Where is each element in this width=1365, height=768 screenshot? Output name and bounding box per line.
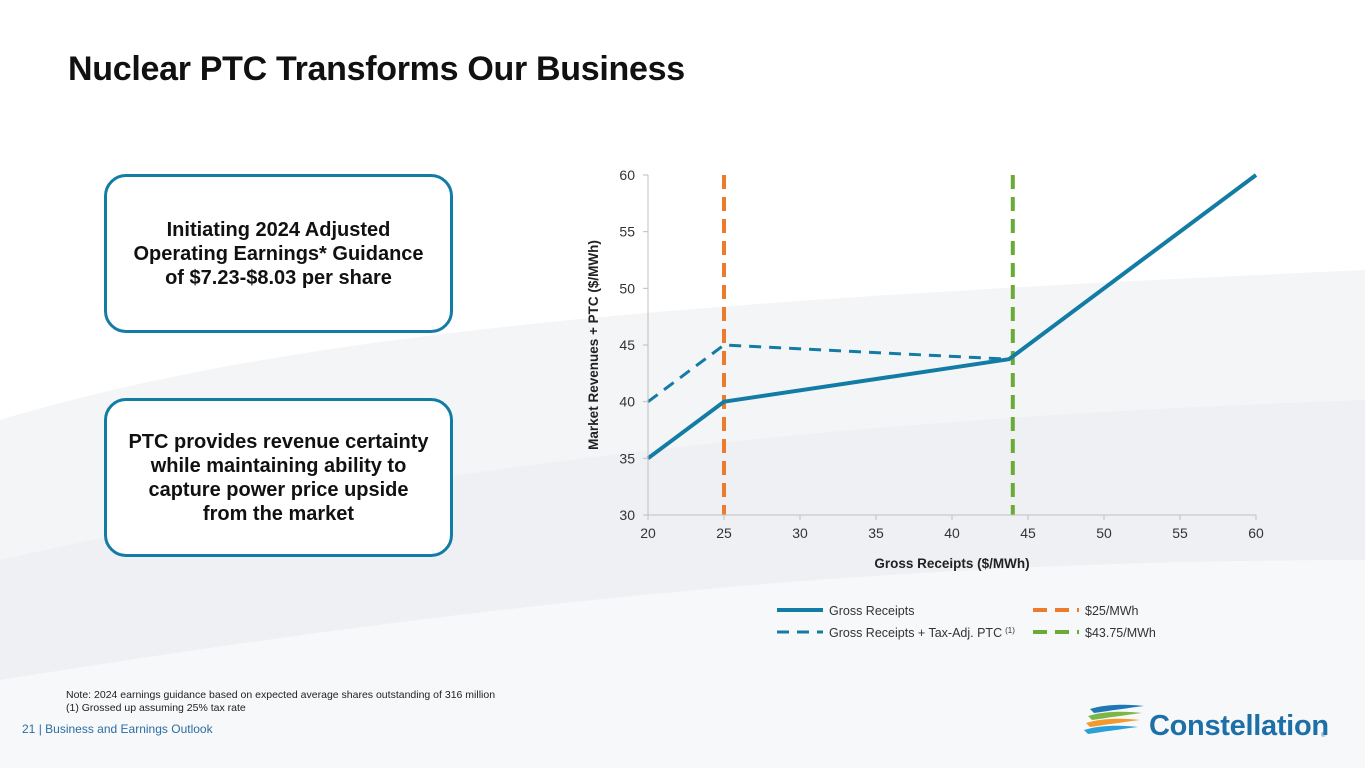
y-tick-label: 60 <box>619 167 635 183</box>
footnote-note: Note: 2024 earnings guidance based on ex… <box>66 689 496 701</box>
guidance-callout-text: Initiating 2024 Adjusted Operating Earni… <box>133 218 424 289</box>
x-tick-label: 40 <box>944 525 960 541</box>
x-tick-label: 60 <box>1248 525 1264 541</box>
ptc-chart: 30 35 40 45 50 55 60 20 25 30 35 40 45 50 55 60 Gross Re… <box>586 167 1264 640</box>
y-tick-label: 55 <box>619 224 635 240</box>
legend-43-75-mwh-label: $43.75/MWh <box>1085 626 1156 640</box>
footnotes: Note: 2024 earnings guidance based on ex… <box>66 689 495 715</box>
y-tick-label: 50 <box>619 280 635 296</box>
section-label: | Business and Earnings Outlook <box>38 722 213 736</box>
legend-gross-receipts-ptc-label: Gross Receipts + Tax-Adj. PTC (1) <box>829 626 1015 640</box>
x-tick-label: 50 <box>1096 525 1112 541</box>
registered-mark: ® <box>1321 733 1326 739</box>
brand-name: Constellation <box>1149 710 1329 742</box>
series-gross-receipts <box>646 173 1258 460</box>
x-axis-title: Gross Receipts ($/MWh) <box>874 556 1029 571</box>
ptc-certainty-callout: PTC provides revenue certainty while mai… <box>104 398 453 557</box>
page-title: Nuclear PTC Transforms Our Business <box>68 50 685 88</box>
series-lines <box>646 173 1258 460</box>
chart-labels: 30 35 40 45 50 55 60 20 25 30 35 40 45 50 55 60 Gross Re… <box>586 167 1264 571</box>
y-tick-label: 45 <box>619 337 635 353</box>
logo-swoosh-icon <box>1084 704 1144 734</box>
legend-gross-receipts-label: Gross Receipts <box>829 604 914 618</box>
footnote-1: (1) Grossed up assuming 25% tax rate <box>66 702 246 714</box>
reference-lines <box>722 175 1015 515</box>
guidance-callout: Initiating 2024 Adjusted Operating Earni… <box>104 174 453 333</box>
legend-25-mwh-label: $25/MWh <box>1085 604 1139 618</box>
ptc-certainty-callout-text: PTC provides revenue certainty while mai… <box>128 430 429 525</box>
constellation-logo: Constellation ® <box>1080 700 1340 750</box>
x-tick-label: 30 <box>792 525 808 541</box>
x-tick-label: 55 <box>1172 525 1188 541</box>
x-tick-label: 20 <box>640 525 656 541</box>
y-tick-label: 35 <box>619 450 635 466</box>
x-tick-label: 35 <box>868 525 884 541</box>
series-gross-receipts-tax-adj-ptc <box>647 343 1010 403</box>
slide-footer: 21 | Business and Earnings Outlook <box>22 722 213 736</box>
chart-axes <box>643 174 1257 520</box>
x-tick-label: 25 <box>716 525 732 541</box>
x-tick-label: 45 <box>1020 525 1036 541</box>
page-number: 21 <box>22 722 36 736</box>
chart-legend: Gross Receipts Gross Receipts + Tax-Adj. … <box>777 604 1156 640</box>
y-tick-label: 40 <box>619 394 635 410</box>
legend-footnote-ref: (1) <box>1005 626 1015 635</box>
y-tick-label: 30 <box>619 507 635 523</box>
y-axis-title: Market Revenues + PTC ($/MWh) <box>586 240 601 450</box>
